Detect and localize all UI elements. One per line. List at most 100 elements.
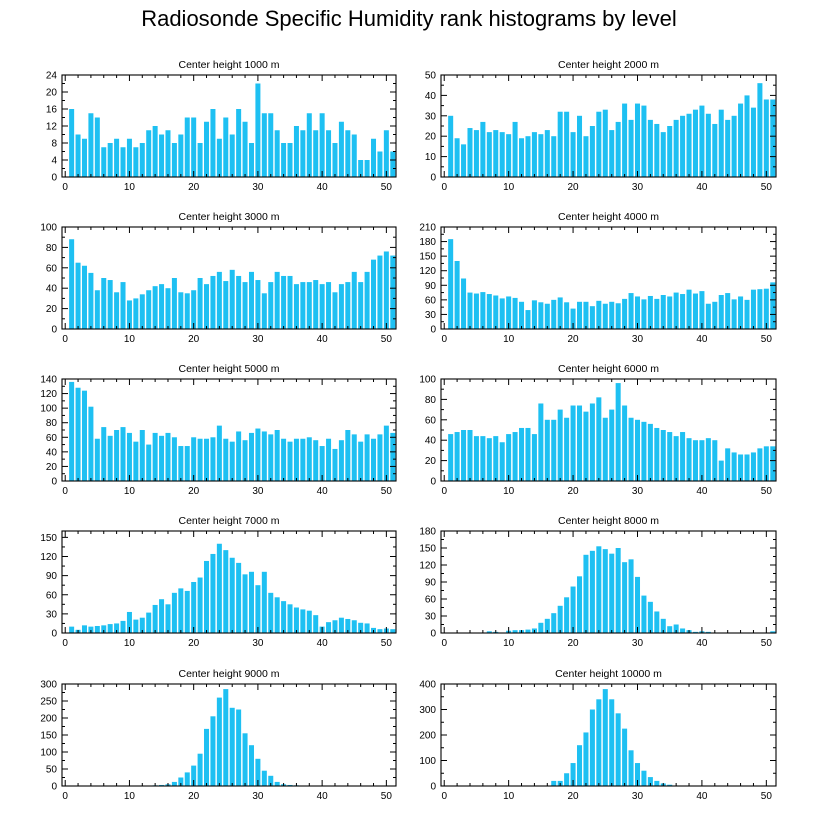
histogram-bar [107, 280, 113, 329]
histogram-bar [531, 434, 537, 481]
histogram-bar [750, 289, 756, 329]
histogram-bar [634, 419, 641, 481]
histogram-bar [75, 262, 81, 329]
x-tick-label: 10 [503, 486, 515, 497]
histogram-bar [133, 441, 139, 481]
x-tick-label: 10 [124, 182, 136, 193]
histogram-bar [628, 293, 634, 329]
histogram-bar [454, 138, 460, 177]
histogram-panel-4: Center height 4000 m 0 10 20 30 40 50 0 30 60 90 12… [419, 211, 777, 345]
histogram-bar [699, 440, 705, 481]
histogram-bar [75, 387, 81, 481]
histogram-bar [159, 134, 165, 177]
y-tick-label: 50 [46, 765, 58, 776]
y-tick-label: 60 [46, 433, 58, 444]
histogram-bar [69, 381, 75, 481]
histogram-bar [338, 121, 344, 177]
panel-title: Center height 9000 m [179, 668, 280, 680]
y-tick-label: 120 [40, 552, 57, 563]
x-tick-label: 40 [696, 334, 708, 345]
y-tick-label: 50 [425, 71, 437, 82]
histogram-bar [673, 624, 679, 633]
histogram-bar [525, 427, 531, 481]
y-tick-label: 60 [425, 295, 437, 306]
y-tick-label: 100 [40, 748, 57, 759]
x-tick-label: 0 [62, 791, 68, 802]
histogram-bar [564, 417, 570, 481]
y-tick-label: 8 [51, 139, 57, 150]
histogram-bar [570, 763, 576, 786]
histogram-bar [338, 284, 344, 329]
histogram-bar [345, 130, 351, 177]
histogram-bar [467, 430, 473, 481]
histogram-bar [667, 784, 673, 786]
x-tick-label: 30 [632, 182, 644, 193]
histogram-bar [300, 609, 306, 633]
histogram-bar [326, 282, 332, 329]
x-tick-label: 30 [632, 334, 644, 345]
histogram-bar [609, 699, 615, 786]
histogram-bar [248, 143, 254, 177]
histogram-bar [223, 689, 229, 786]
histogram-bar [738, 103, 744, 177]
histogram-bar [191, 437, 197, 481]
x-tick-label: 10 [503, 182, 515, 193]
histogram-bar [184, 772, 190, 786]
x-tick-label: 50 [761, 486, 773, 497]
histogram-bar [486, 438, 492, 481]
histogram-bar [564, 597, 570, 633]
plot-frame [440, 683, 777, 787]
panel-title: Center height 1000 m [179, 59, 280, 71]
histogram-bar [236, 109, 242, 177]
histogram-bar [589, 709, 595, 786]
histogram-bar [461, 430, 467, 481]
histogram-bar [274, 597, 280, 633]
histogram-bar [680, 432, 686, 481]
y-tick-label: 40 [425, 91, 437, 102]
histogram-bar [178, 292, 184, 329]
histogram-bar [81, 625, 87, 633]
histogram-bar [641, 770, 647, 786]
histogram-bar [628, 750, 634, 786]
histogram-bar [615, 713, 621, 786]
histogram-bar [506, 296, 512, 329]
histogram-panel-9: Center height 9000 m 0 10 20 30 40 50 0 50 100 150… [40, 668, 397, 802]
histogram-bar [75, 134, 81, 177]
histogram-bar [467, 128, 473, 177]
histogram-bar [114, 292, 120, 329]
histogram-bar [197, 143, 203, 177]
histogram-bar [512, 630, 518, 633]
histogram-bar [287, 275, 293, 329]
x-tick-label: 20 [188, 791, 200, 802]
histogram-bar [236, 431, 242, 481]
histogram-bar [281, 601, 287, 634]
histogram-bar [114, 623, 120, 633]
histogram-bar [448, 115, 454, 177]
histogram-bar [210, 109, 216, 177]
histogram-bar [480, 121, 486, 177]
histogram-bar [493, 130, 499, 177]
histogram-bar [293, 126, 299, 177]
y-tick-label: 12 [46, 122, 58, 133]
x-tick-label: 0 [62, 486, 68, 497]
x-tick-label: 0 [441, 182, 447, 193]
histogram-bar [197, 438, 203, 481]
histogram-bar [152, 604, 158, 633]
histogram-bar [577, 301, 583, 329]
histogram-bar [564, 773, 570, 786]
histogram-bar [114, 430, 120, 481]
histogram-bar [757, 289, 763, 329]
histogram-bar [171, 437, 177, 481]
y-tick-label: 120 [419, 266, 436, 277]
histogram-bar [178, 777, 184, 786]
histogram-bar [538, 302, 544, 329]
panel-title: Center height 6000 m [558, 363, 659, 375]
histogram-bar [647, 423, 653, 481]
histogram-bar [770, 282, 776, 329]
x-tick-label: 20 [188, 182, 200, 193]
histogram-bar [622, 405, 628, 481]
histogram-bar [390, 151, 396, 177]
histogram-bar [274, 130, 280, 177]
x-tick-label: 10 [124, 334, 136, 345]
x-tick-label: 40 [317, 486, 329, 497]
